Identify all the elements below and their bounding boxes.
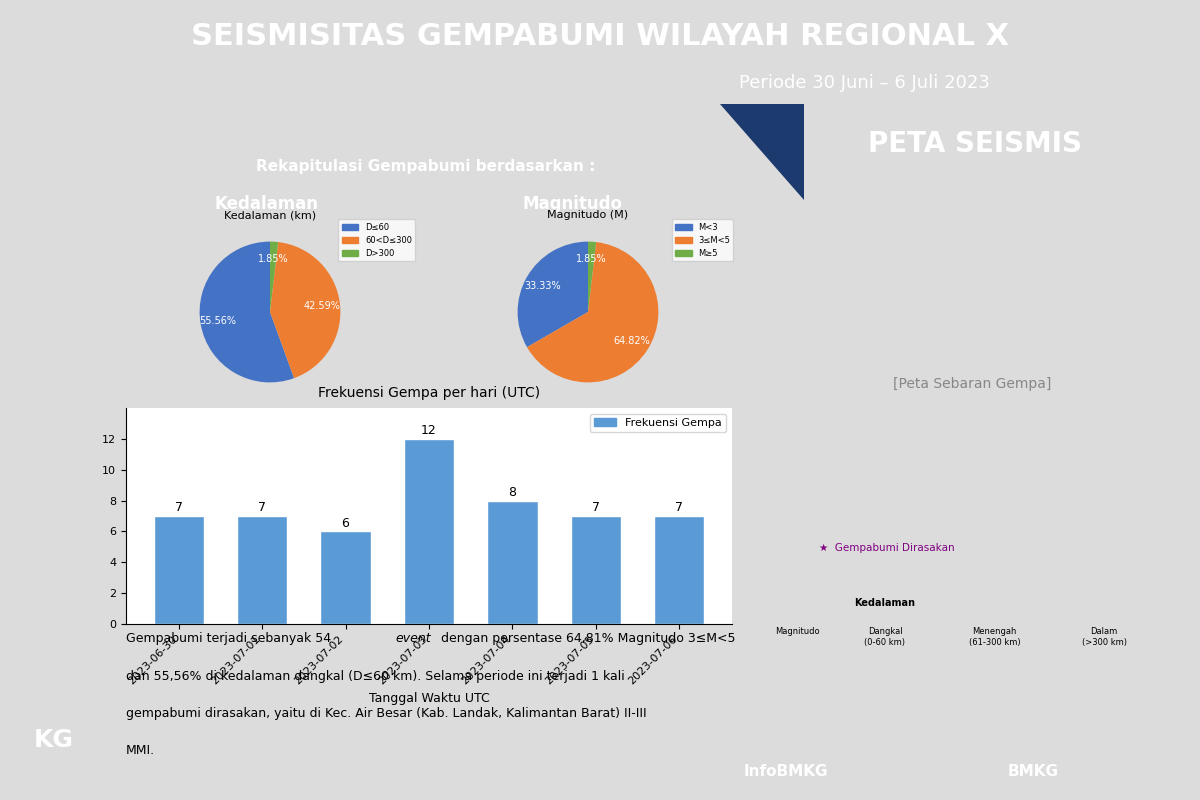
Text: gempabumi dirasakan, yaitu di Kec. Air Besar (Kab. Landak, Kalimantan Barat) II-: gempabumi dirasakan, yaitu di Kec. Air B…: [126, 707, 647, 720]
Text: 7: 7: [676, 502, 684, 514]
Text: InfoBMKG: InfoBMKG: [744, 764, 828, 779]
Text: Magnitudo: Magnitudo: [523, 195, 623, 213]
Text: 42.59%: 42.59%: [304, 301, 341, 311]
Wedge shape: [270, 242, 341, 378]
Text: BMKG: BMKG: [1008, 764, 1060, 779]
Text: Kedalaman: Kedalaman: [854, 598, 916, 608]
Text: event: event: [396, 632, 431, 645]
Text: 7: 7: [258, 502, 266, 514]
Text: PETA SEISMIS: PETA SEISMIS: [868, 130, 1082, 158]
Text: Dangkal
(0-60 km): Dangkal (0-60 km): [864, 627, 906, 646]
Text: Rekapitulasi Gempabumi berdasarkan :: Rekapitulasi Gempabumi berdasarkan :: [257, 158, 595, 174]
Bar: [571, 516, 620, 624]
Text: SEISMISITAS GEMPABUMI WILAYAH REGIONAL X: SEISMISITAS GEMPABUMI WILAYAH REGIONAL X: [191, 22, 1009, 51]
Legend: D≤60, 60<D≤300, D>300: D≤60, 60<D≤300, D>300: [338, 219, 415, 262]
Text: Magnitudo: Magnitudo: [775, 627, 820, 636]
Bar: [320, 531, 371, 624]
Wedge shape: [527, 242, 659, 382]
Text: [Peta Sebaran Gempa]: [Peta Sebaran Gempa]: [894, 377, 1051, 391]
Bar: [487, 501, 538, 624]
Text: 33.33%: 33.33%: [524, 281, 560, 290]
Bar: [238, 516, 287, 624]
Text: 55.56%: 55.56%: [199, 316, 236, 326]
Text: dan 55,56% di kedalaman dangkal (D≤60 km). Selama periode ini terjadi 1 kali: dan 55,56% di kedalaman dangkal (D≤60 km…: [126, 670, 625, 683]
Text: 8: 8: [509, 486, 516, 499]
Title: Magnitudo (M): Magnitudo (M): [547, 210, 629, 221]
Text: dengan persentase 64,81% Magnitudo 3≤M<5: dengan persentase 64,81% Magnitudo 3≤M<5: [437, 632, 736, 645]
X-axis label: Tanggal Waktu UTC: Tanggal Waktu UTC: [368, 692, 490, 705]
Text: 7: 7: [174, 502, 182, 514]
Wedge shape: [199, 242, 294, 382]
Bar: [404, 439, 454, 624]
Wedge shape: [517, 242, 588, 347]
Text: Periode 30 Juni – 6 Juli 2023: Periode 30 Juni – 6 Juli 2023: [738, 74, 990, 92]
Text: 6: 6: [342, 517, 349, 530]
Text: KG: KG: [34, 728, 74, 752]
Text: ★  Gempabumi Dirasakan: ★ Gempabumi Dirasakan: [820, 543, 955, 553]
Text: Gempabumi terjadi sebanyak 54: Gempabumi terjadi sebanyak 54: [126, 632, 335, 645]
Polygon shape: [720, 104, 804, 200]
Bar: [154, 516, 204, 624]
Text: 7: 7: [592, 502, 600, 514]
Text: 1.85%: 1.85%: [258, 254, 288, 264]
Title: Frekuensi Gempa per hari (UTC): Frekuensi Gempa per hari (UTC): [318, 386, 540, 400]
Title: Kedalaman (km): Kedalaman (km): [224, 210, 316, 221]
Text: 1.85%: 1.85%: [576, 254, 606, 264]
Legend: M<3, 3≤M<5, M≥5: M<3, 3≤M<5, M≥5: [672, 219, 733, 262]
Text: MMI.: MMI.: [126, 743, 155, 757]
Legend: Frekuensi Gempa: Frekuensi Gempa: [589, 414, 726, 433]
Wedge shape: [270, 242, 278, 312]
Wedge shape: [588, 242, 596, 312]
Text: 12: 12: [421, 424, 437, 438]
Text: Kedalaman: Kedalaman: [215, 195, 319, 213]
Text: 64.82%: 64.82%: [613, 336, 650, 346]
Text: Dalam
(>300 km): Dalam (>300 km): [1081, 627, 1127, 646]
Bar: [654, 516, 704, 624]
Text: Menengah
(61-300 km): Menengah (61-300 km): [968, 627, 1020, 646]
